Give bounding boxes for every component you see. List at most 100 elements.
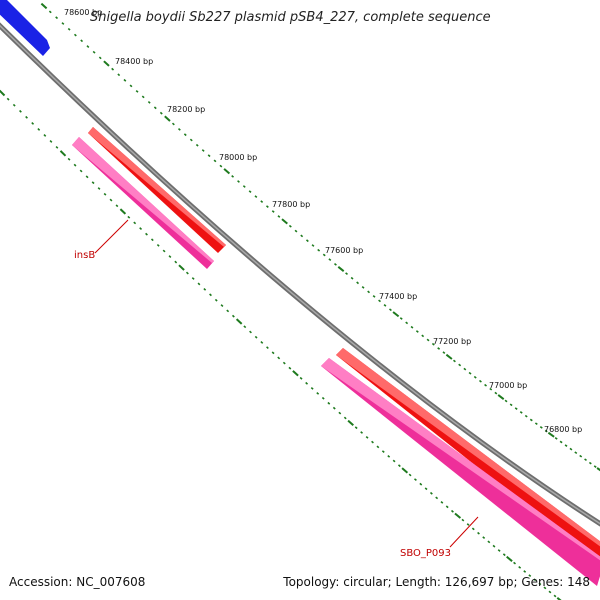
minor-tick	[399, 317, 403, 320]
minor-tick	[410, 325, 414, 329]
minor-tick	[338, 411, 342, 415]
minor-tick	[513, 561, 516, 565]
minor-tick	[327, 401, 331, 405]
minor-tick	[442, 351, 446, 355]
minor-tick	[249, 330, 252, 334]
gene-label-SBO_P093[interactable]: SBO_P093	[400, 548, 451, 559]
minor-tick	[392, 459, 396, 463]
minor-tick	[288, 224, 292, 228]
major-tick	[347, 419, 354, 426]
minor-tick	[529, 418, 533, 422]
minor-tick	[37, 128, 41, 131]
minor-tick	[97, 187, 101, 190]
minor-tick	[129, 84, 133, 88]
minor-tick	[49, 140, 53, 143]
minor-tick	[168, 255, 172, 258]
minor-tick	[461, 518, 465, 522]
SBO_P093-gene[interactable]	[321, 358, 600, 586]
minor-tick	[123, 78, 127, 82]
minor-tick	[115, 204, 119, 208]
major-tick	[454, 512, 462, 519]
minor-tick	[288, 366, 292, 370]
major-tick	[445, 353, 453, 360]
minor-tick	[191, 277, 195, 280]
major-tick	[392, 311, 400, 318]
minor-tick	[73, 163, 77, 167]
accession-text: Accession: NC_007608	[9, 575, 146, 589]
minor-tick	[350, 276, 354, 280]
minor-tick	[426, 338, 430, 342]
minor-tick	[6, 97, 10, 101]
minor-tick	[544, 429, 548, 433]
minor-tick	[86, 45, 90, 48]
minor-tick	[361, 285, 365, 289]
minor-tick	[381, 450, 385, 453]
minor-tick	[209, 293, 212, 297]
minor-tick	[473, 375, 477, 379]
minor-tick	[437, 347, 441, 350]
insB-gene[interactable]	[72, 137, 214, 269]
minor-tick	[504, 399, 508, 403]
minor-tick	[265, 205, 269, 208]
minor-tick	[183, 133, 187, 137]
minor-tick	[538, 582, 542, 586]
minor-tick	[424, 487, 428, 491]
blue-gene-arrow[interactable]	[0, 0, 50, 56]
minor-tick	[482, 536, 486, 539]
major-tick	[119, 208, 127, 215]
minor-tick	[372, 295, 376, 298]
minor-tick	[260, 341, 264, 344]
SBO_P093-leader-line	[449, 516, 479, 548]
minor-tick	[12, 103, 16, 107]
minor-tick	[371, 440, 374, 444]
minor-tick	[147, 101, 151, 104]
major-tick	[547, 431, 555, 438]
minor-tick	[548, 590, 552, 594]
minor-tick	[141, 95, 145, 99]
minor-tick	[231, 175, 235, 178]
minor-tick	[321, 396, 325, 400]
minor-tick	[189, 138, 193, 142]
minor-tick	[185, 271, 189, 275]
minor-tick	[477, 531, 480, 535]
minor-tick	[201, 149, 205, 152]
minor-tick	[492, 544, 496, 548]
minor-tick	[523, 570, 527, 573]
minor-tick	[322, 253, 326, 257]
minor-tick	[294, 229, 298, 233]
minor-tick	[332, 406, 336, 410]
major-tick	[401, 467, 409, 474]
major-tick	[164, 115, 171, 122]
minor-tick	[458, 363, 462, 367]
major-tick	[223, 168, 231, 175]
minor-tick	[156, 244, 160, 247]
backbone	[0, 22, 600, 527]
minor-tick	[421, 334, 425, 338]
minor-tick	[509, 403, 513, 407]
minor-tick	[345, 272, 348, 276]
major-tick	[497, 394, 505, 400]
minor-tick	[429, 491, 433, 495]
minor-tick	[67, 27, 71, 31]
minor-tick	[98, 56, 102, 60]
minor-tick	[533, 578, 537, 582]
minor-tick	[48, 10, 52, 14]
minor-tick	[159, 111, 163, 115]
minor-tick	[468, 371, 472, 375]
minor-tick	[588, 461, 592, 465]
major-tick	[556, 597, 562, 600]
minor-tick	[226, 309, 230, 313]
minor-tick	[300, 234, 304, 238]
gene-label-insB[interactable]: insB	[74, 250, 95, 261]
minor-tick	[203, 288, 207, 291]
minor-tick	[162, 249, 166, 253]
major-tick	[40, 2, 48, 10]
minor-tick	[92, 50, 96, 54]
forward-gene-upper[interactable]	[88, 127, 226, 253]
minor-tick	[43, 134, 47, 137]
minor-tick	[145, 232, 148, 236]
major-tick	[59, 150, 67, 157]
minor-tick	[365, 435, 369, 439]
minor-tick	[55, 146, 59, 149]
